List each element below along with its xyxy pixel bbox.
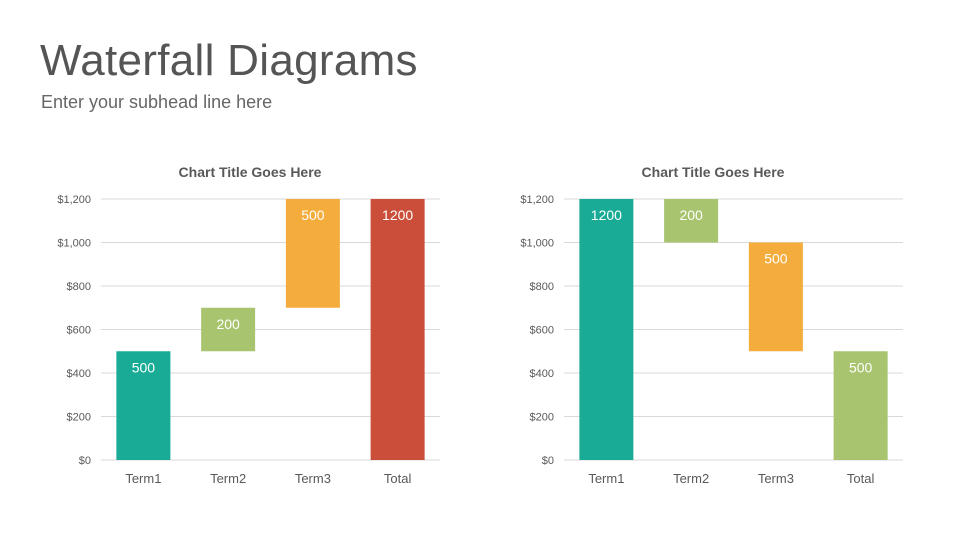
- category-label: Term1: [588, 471, 624, 486]
- data-label: 500: [132, 359, 156, 375]
- y-tick-label: $1,000: [520, 238, 554, 250]
- y-tick-label: $1,000: [57, 238, 91, 250]
- chart-title: Chart Title Goes Here: [178, 164, 322, 180]
- bar: [370, 199, 425, 460]
- category-label: Total: [384, 471, 412, 486]
- category-label: Term2: [673, 471, 709, 486]
- y-tick-label: $200: [530, 412, 554, 424]
- category-label: Total: [847, 471, 875, 486]
- category-label: Term2: [210, 471, 246, 486]
- y-tick-label: $800: [67, 281, 91, 293]
- bar: [579, 199, 634, 460]
- bar: [664, 199, 719, 243]
- data-label: 1200: [591, 207, 622, 223]
- data-label: 500: [849, 359, 873, 375]
- category-label: Term1: [125, 471, 161, 486]
- data-label: 1200: [382, 207, 413, 223]
- bar: [748, 242, 803, 352]
- y-tick-label: $600: [530, 325, 554, 337]
- chart-title: Chart Title Goes Here: [641, 164, 785, 180]
- data-label: 200: [679, 207, 703, 223]
- bar: [201, 307, 256, 352]
- data-label: 200: [216, 316, 240, 332]
- slide-subtitle: Enter your subhead line here: [41, 92, 273, 112]
- y-tick-label: $400: [67, 368, 91, 380]
- y-tick-label: $0: [79, 455, 91, 467]
- slide-title: Waterfall Diagrams: [40, 36, 418, 85]
- y-tick-label: $1,200: [57, 194, 91, 206]
- chart-canvas: $0 $200 $400 $600 $800 $1,000 $1,200 500 Term1 20…: [57, 194, 440, 486]
- y-tick-label: $400: [530, 368, 554, 380]
- waterfall-chart-left: Chart Title Goes Here $0 $200 $400 $600 $800…: [30, 160, 470, 500]
- category-label: Term3: [758, 471, 794, 486]
- y-tick-label: $600: [67, 325, 91, 337]
- y-tick-label: $1,200: [520, 194, 554, 206]
- bar: [285, 199, 340, 308]
- data-label: 500: [301, 207, 325, 223]
- data-label: 500: [764, 251, 788, 267]
- bar: [833, 351, 888, 460]
- bar: [116, 351, 171, 460]
- category-label: Term3: [295, 471, 331, 486]
- waterfall-chart-right: Chart Title Goes Here $0 $200 $400 $600 $800…: [493, 160, 933, 500]
- y-tick-label: $800: [530, 281, 554, 293]
- y-tick-label: $200: [67, 412, 91, 424]
- y-tick-label: $0: [542, 455, 554, 467]
- chart-canvas: $0 $200 $400 $600 $800 $1,000 $1,200 1200 Term1 2…: [520, 194, 903, 486]
